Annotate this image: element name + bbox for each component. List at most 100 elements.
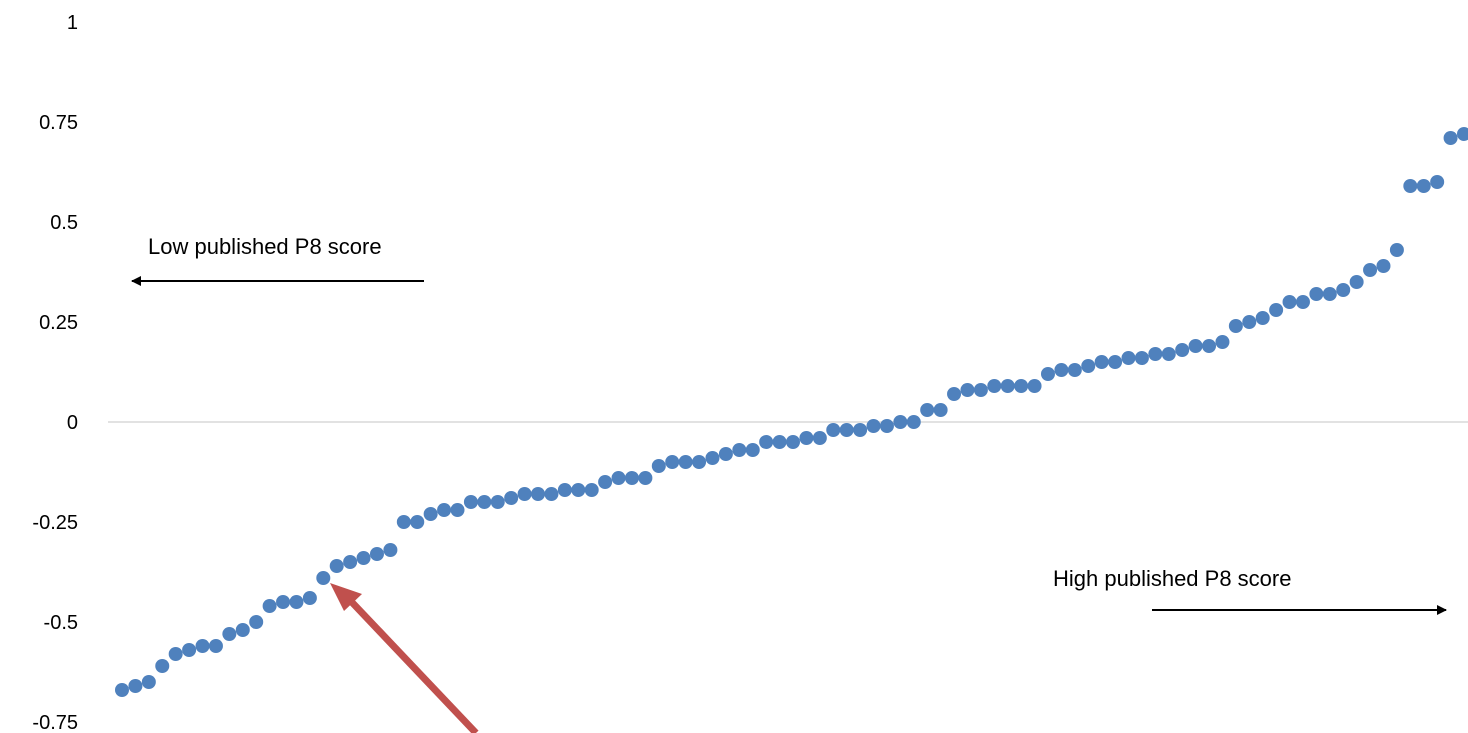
data-point xyxy=(1161,347,1176,361)
data-point xyxy=(1054,363,1069,377)
data-point xyxy=(1416,179,1431,193)
y-tick-label: 1 xyxy=(67,12,78,34)
data-point xyxy=(933,403,948,417)
y-tick-label: -0.75 xyxy=(32,712,78,733)
data-point xyxy=(383,543,398,557)
data-point xyxy=(1363,263,1378,277)
data-point xyxy=(839,423,854,437)
data-point xyxy=(638,471,653,485)
data-point xyxy=(1202,339,1217,353)
data-point xyxy=(1108,355,1123,369)
data-point xyxy=(678,455,693,469)
data-point xyxy=(1309,287,1324,301)
data-point xyxy=(477,495,492,509)
data-point xyxy=(1269,303,1284,317)
data-point xyxy=(557,483,572,497)
data-point xyxy=(410,515,425,529)
data-points xyxy=(115,127,1468,697)
data-point xyxy=(450,503,465,517)
data-point xyxy=(1148,347,1163,361)
data-point xyxy=(343,555,358,569)
data-point xyxy=(316,571,331,585)
data-point xyxy=(1430,175,1445,189)
data-point xyxy=(195,639,210,653)
data-point xyxy=(1121,351,1136,365)
data-point xyxy=(866,419,881,433)
data-point xyxy=(504,491,519,505)
data-point xyxy=(665,455,680,469)
data-point xyxy=(531,487,546,501)
data-point xyxy=(960,383,975,397)
data-point xyxy=(208,639,223,653)
data-point xyxy=(598,475,613,489)
data-point xyxy=(490,495,505,509)
data-point xyxy=(329,559,344,573)
data-point xyxy=(973,383,988,397)
data-point xyxy=(692,455,707,469)
data-point xyxy=(115,683,129,697)
data-point xyxy=(1134,351,1149,365)
data-point xyxy=(289,595,304,609)
data-point xyxy=(611,471,626,485)
annotation-low-text: Low published P8 score xyxy=(148,234,382,259)
data-point xyxy=(920,403,935,417)
data-point xyxy=(1389,243,1404,257)
data-point xyxy=(624,471,639,485)
data-point xyxy=(584,483,599,497)
data-point xyxy=(356,551,371,565)
y-tick-label: 0.5 xyxy=(50,212,78,234)
data-point xyxy=(276,595,291,609)
data-point xyxy=(1188,339,1203,353)
callout-arrow xyxy=(330,583,479,733)
data-point xyxy=(745,443,760,457)
data-point xyxy=(1443,131,1458,145)
y-tick-label: 0.75 xyxy=(39,112,78,134)
data-point xyxy=(1457,127,1468,141)
data-point xyxy=(437,503,452,517)
data-point xyxy=(463,495,478,509)
data-point xyxy=(1349,275,1364,289)
data-point xyxy=(1376,259,1391,273)
y-tick-label: -0.25 xyxy=(32,512,78,534)
data-point xyxy=(1255,311,1270,325)
y-tick-label: -0.5 xyxy=(44,612,78,634)
data-point xyxy=(786,435,800,449)
data-point xyxy=(155,659,170,673)
y-tick-label: 0 xyxy=(67,412,78,434)
data-point xyxy=(651,459,666,473)
data-point xyxy=(1094,355,1109,369)
data-point xyxy=(1027,379,1042,393)
data-point xyxy=(705,451,720,465)
data-point xyxy=(799,431,814,445)
data-point xyxy=(235,623,250,637)
data-point xyxy=(182,643,197,657)
data-point xyxy=(879,419,894,433)
data-point xyxy=(302,591,317,605)
data-point xyxy=(222,627,237,641)
annotation-high-text: High published P8 score xyxy=(1053,566,1291,591)
data-point xyxy=(1215,335,1230,349)
data-point xyxy=(1242,315,1257,329)
data-point xyxy=(369,547,384,561)
data-point xyxy=(1175,343,1190,357)
data-point xyxy=(853,423,868,437)
data-point xyxy=(772,435,787,449)
data-point xyxy=(893,415,908,429)
data-point xyxy=(826,423,841,437)
data-point xyxy=(1336,283,1351,297)
y-tick-label: 0.25 xyxy=(39,312,78,334)
data-point xyxy=(1014,379,1029,393)
data-point xyxy=(718,447,733,461)
data-point xyxy=(141,675,156,689)
data-point xyxy=(1081,359,1096,373)
data-point xyxy=(1040,367,1055,381)
data-point xyxy=(571,483,586,497)
data-point xyxy=(812,431,827,445)
data-point xyxy=(906,415,921,429)
data-point xyxy=(168,647,183,661)
data-point xyxy=(396,515,411,529)
data-point xyxy=(1228,319,1243,333)
data-point xyxy=(249,615,264,629)
